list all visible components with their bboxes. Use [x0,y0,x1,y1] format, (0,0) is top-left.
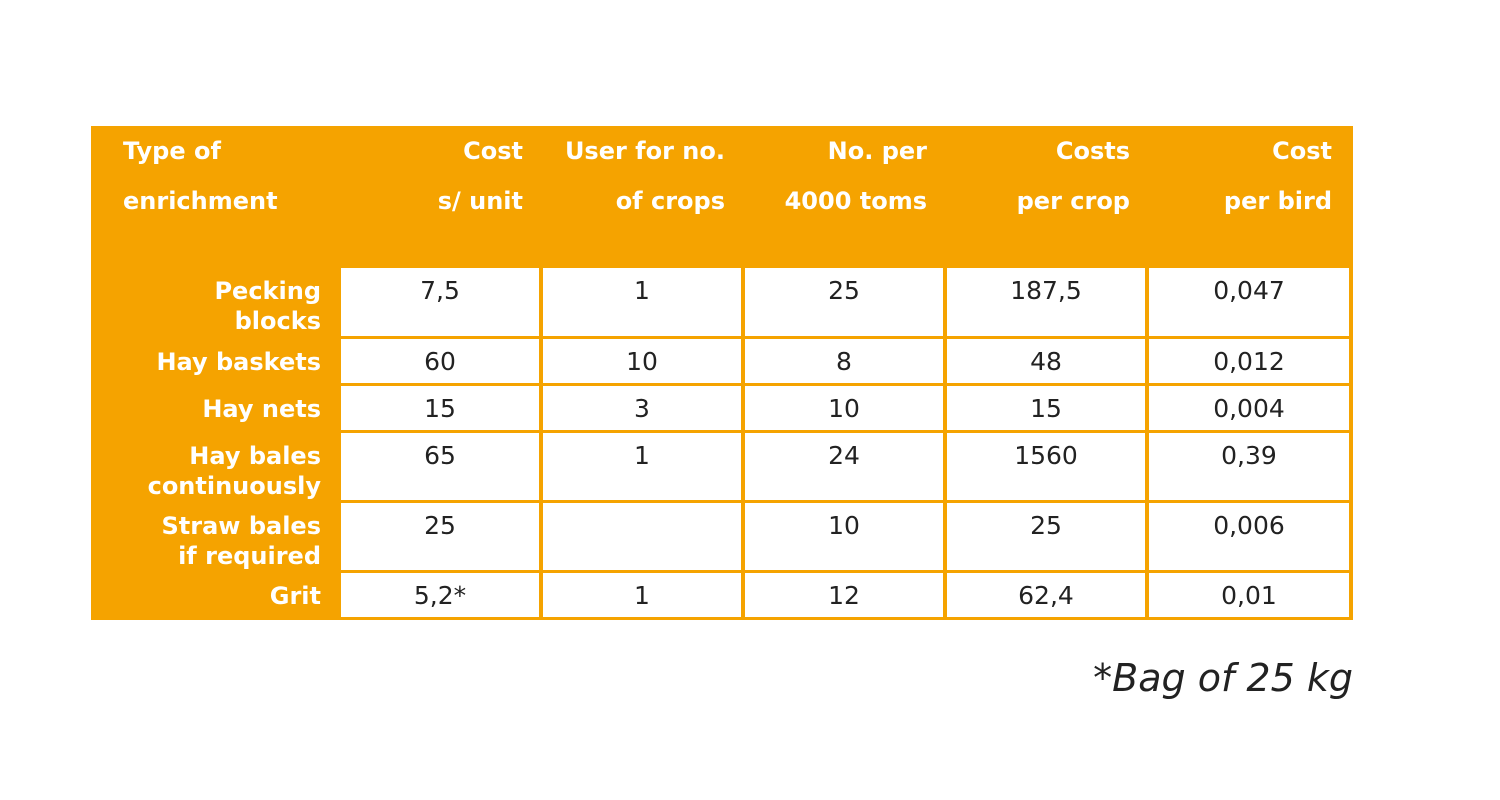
header-cost-per-bird: Cost per bird [1136,126,1332,266]
table-cell: 25 [341,503,539,570]
table-cell: 187,5 [947,268,1145,336]
table-cell: 0,012 [1149,339,1349,383]
row-label-line: Straw bales [161,512,321,540]
header-type-of-enrichment: Type of enrichment [123,126,343,266]
table-cell: 25 [947,503,1145,570]
table-cell: 5,2* [341,573,539,617]
table-cell: 8 [745,339,943,383]
enrichment-cost-table: Type of enrichment Cost s/ unit User for… [91,126,1353,620]
table-cell: 3 [543,386,741,430]
row-label-hay-baskets: Hay baskets [91,339,321,383]
table-cell: 0,01 [1149,573,1349,617]
table-cell: 0,006 [1149,503,1349,570]
row-label-line: blocks [234,307,321,335]
header-line: per crop [1016,187,1130,215]
table-cell: 48 [947,339,1145,383]
table-cell: 0,004 [1149,386,1349,430]
row-label-straw-bales: Straw bales if required [91,503,321,570]
footnote: *Bag of 25 kg [1093,656,1353,700]
table-cell: 25 [745,268,943,336]
header-cost-per-unit: Cost s/ unit [341,126,523,266]
table-cell [543,503,741,570]
table-cell: 0,047 [1149,268,1349,336]
row-label-line: Pecking [214,277,321,305]
table-cell: 10 [745,503,943,570]
row-label-hay-bales: Hay bales continuously [91,433,321,500]
table-cell: 0,39 [1149,433,1349,500]
header-line: enrichment [123,187,278,215]
table-cell: 12 [745,573,943,617]
row-label-line: if required [178,542,321,570]
header-no-per-toms: No. per 4000 toms [731,126,927,266]
row-label-pecking-blocks: Pecking blocks [91,268,321,336]
header-line: s/ unit [437,187,523,215]
table-cell: 65 [341,433,539,500]
table-cell: 60 [341,339,539,383]
header-line: Cost [1272,137,1332,165]
row-label-grit: Grit [91,573,321,617]
table-cell: 1 [543,573,741,617]
row-label-line: Hay bales [189,442,321,470]
row-label-line: continuously [147,472,321,500]
row-label-line: Grit [269,582,321,610]
row-label-hay-nets: Hay nets [91,386,321,430]
header-line: Type of [123,137,221,165]
table-cell: 62,4 [947,573,1145,617]
header-line: Costs [1055,137,1130,165]
header-line: Cost [463,137,523,165]
header-line: No. per [827,137,927,165]
header-line: of crops [615,187,725,215]
table-cell: 10 [745,386,943,430]
table-cell: 15 [341,386,539,430]
table-cell: 15 [947,386,1145,430]
row-label-line: Hay nets [202,395,321,423]
table-cell: 1 [543,268,741,336]
table-cell: 24 [745,433,943,500]
header-costs-per-crop: Costs per crop [931,126,1130,266]
header-line: 4000 toms [784,187,927,215]
table-cell: 1560 [947,433,1145,500]
row-label-line: Hay baskets [156,348,321,376]
table-cell: 10 [543,339,741,383]
header-used-for-crops: User for no. of crops [531,126,725,266]
header-line: per bird [1223,187,1332,215]
header-line: User for no. [564,137,725,165]
table-cell: 1 [543,433,741,500]
table-cell: 7,5 [341,268,539,336]
